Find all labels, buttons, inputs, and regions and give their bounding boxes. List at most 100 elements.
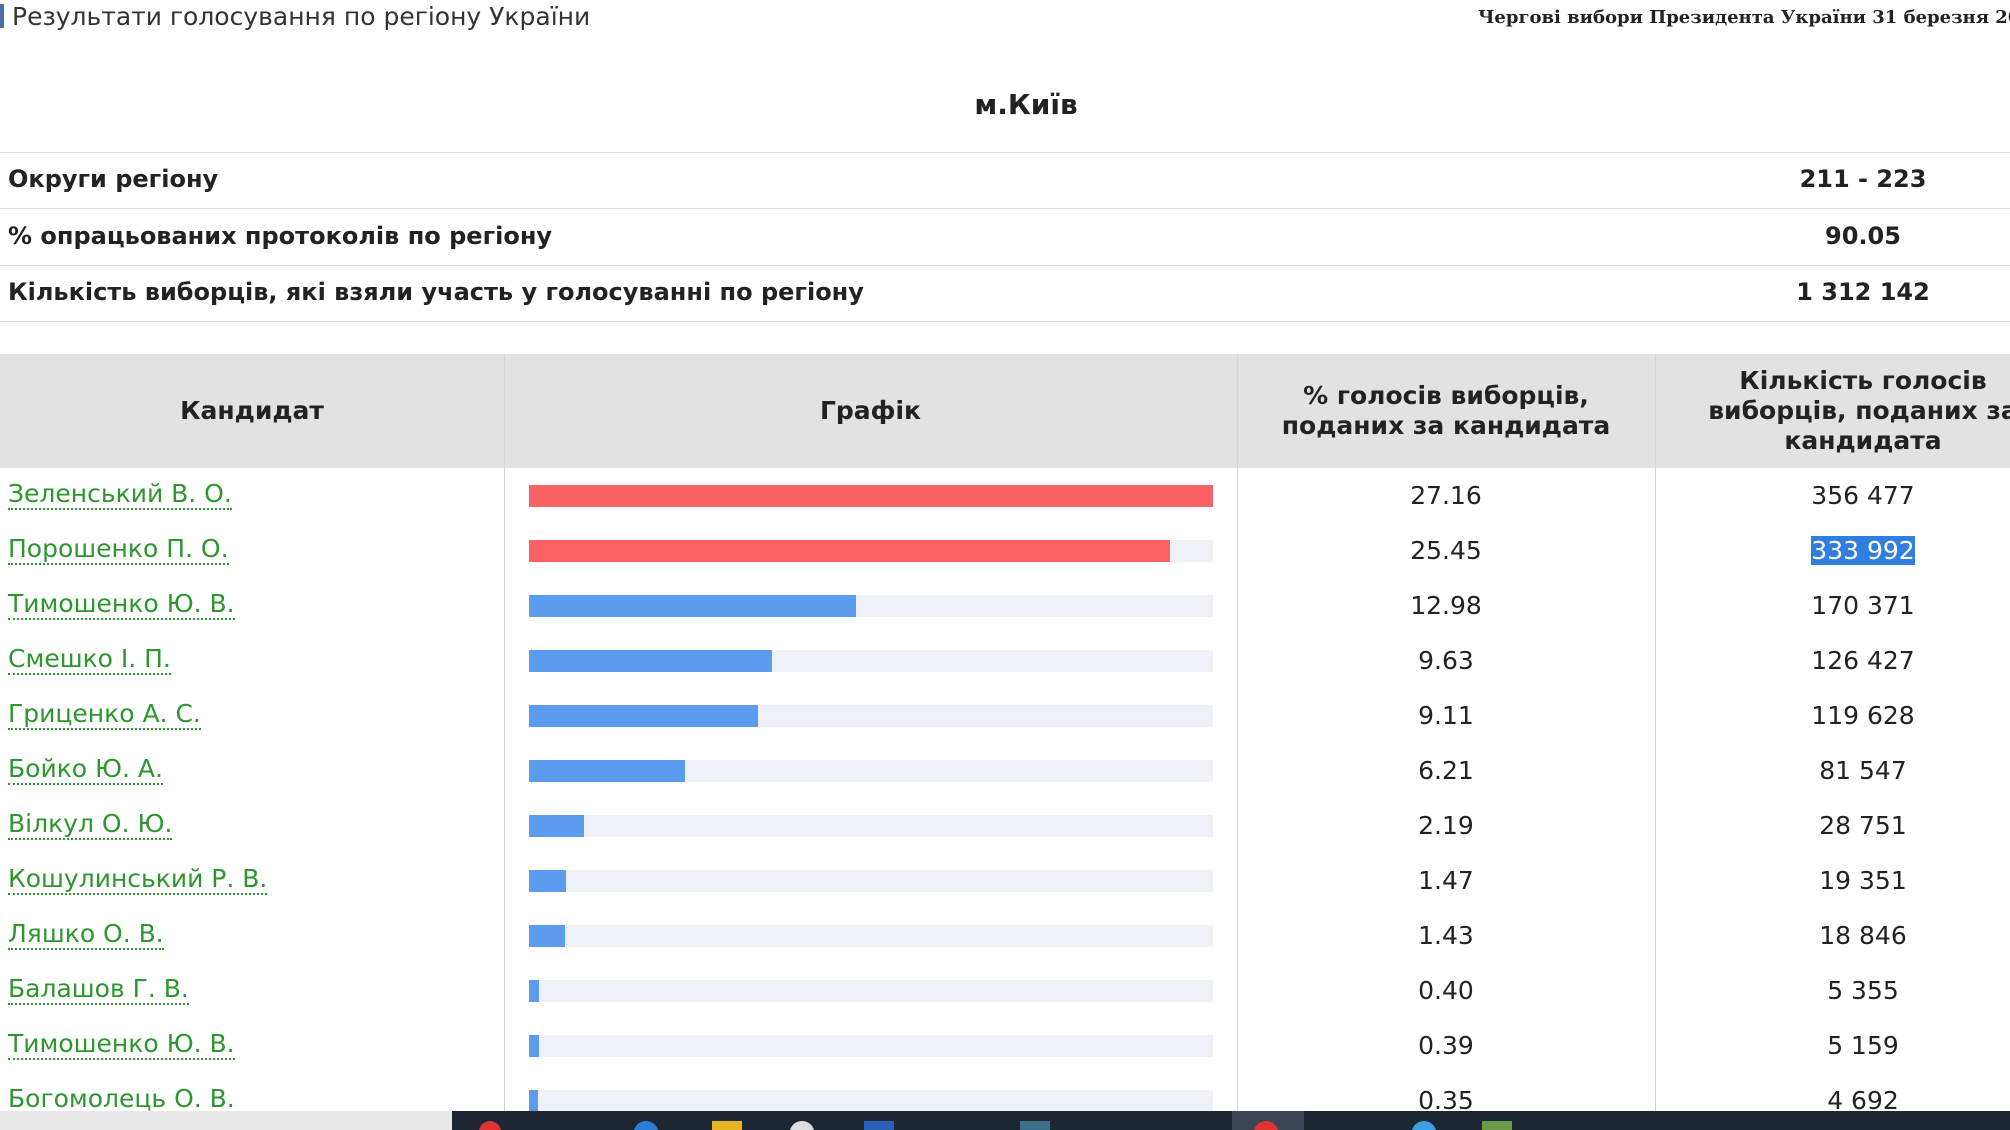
votes-text: 5 355 <box>1827 976 1899 1005</box>
page-title: Результати голосування по регіону Україн… <box>12 2 591 31</box>
percent: 12.98 <box>1410 591 1482 620</box>
bar <box>529 925 565 947</box>
votes: 4 692 <box>1713 1086 2010 1115</box>
bar <box>529 540 1170 562</box>
column-header: Графік <box>504 354 1237 468</box>
bar-track <box>529 1035 1213 1057</box>
divider <box>0 152 2010 153</box>
taskbar-icon[interactable] <box>1020 1121 1050 1130</box>
percent: 1.43 <box>1418 921 1474 950</box>
candidate-link[interactable]: Тимошенко Ю. В. <box>8 589 235 620</box>
column-divider <box>1655 354 1656 1114</box>
votes: 356 477 <box>1713 481 2010 510</box>
bar <box>529 1090 538 1112</box>
taskbar-icon[interactable] <box>790 1121 814 1130</box>
divider <box>0 208 2010 209</box>
votes: 333 992 <box>1713 536 2010 565</box>
votes: 18 846 <box>1713 921 2010 950</box>
votes: 28 751 <box>1713 811 2010 840</box>
bar <box>529 760 686 782</box>
candidate-link[interactable]: Балашов Г. В. <box>8 974 189 1005</box>
bar-track <box>529 760 1213 782</box>
bar-track <box>529 1090 1213 1112</box>
votes-text: 126 427 <box>1811 646 1915 675</box>
votes: 119 628 <box>1713 701 2010 730</box>
candidate-link[interactable]: Гриценко А. С. <box>8 699 201 730</box>
percent: 6.21 <box>1418 756 1474 785</box>
bar <box>529 705 759 727</box>
divider <box>0 321 2010 322</box>
bar <box>529 1035 539 1057</box>
bar-track <box>529 980 1213 1002</box>
column-header: Кількість голосів виборців, поданих за к… <box>1655 354 2010 468</box>
taskbar-active[interactable] <box>1232 1111 1304 1130</box>
column-header-text: Кандидат <box>180 396 324 425</box>
candidate-link[interactable]: Ляшко О. В. <box>8 919 164 950</box>
taskbar <box>452 1111 2010 1130</box>
votes: 5 355 <box>1713 976 2010 1005</box>
taskbar-icon[interactable] <box>712 1121 742 1130</box>
votes: 5 159 <box>1713 1031 2010 1060</box>
summary-value: 1 312 142 <box>1796 278 1930 306</box>
election-name: Чергові вибори Президента України 31 бер… <box>1478 7 2010 28</box>
percent: 2.19 <box>1418 811 1474 840</box>
taskbar-icon[interactable] <box>1254 1121 1278 1130</box>
candidate-link[interactable]: Кошулинський Р. В. <box>8 864 268 895</box>
title-marker <box>0 4 4 28</box>
bar-track <box>529 925 1213 947</box>
percent: 9.11 <box>1418 701 1474 730</box>
votes: 19 351 <box>1713 866 2010 895</box>
votes-text: 119 628 <box>1811 701 1915 730</box>
bar-track <box>529 870 1213 892</box>
taskbar-icon[interactable] <box>479 1121 501 1130</box>
taskbar-left <box>0 1111 452 1130</box>
column-header-text: % голосів виборців, поданих за кандидата <box>1281 381 1611 440</box>
candidate-link[interactable]: Тимошенко Ю. В. <box>8 1029 235 1060</box>
bar <box>529 485 1213 507</box>
summary-label: % опрацьованих протоколів по регіону <box>8 221 553 250</box>
votes-text: 28 751 <box>1819 811 1907 840</box>
column-divider <box>504 354 505 1114</box>
column-header-text: Кількість голосів виборців, поданих за к… <box>1708 366 2010 455</box>
summary-value: 211 - 223 <box>1799 165 1927 193</box>
bar <box>529 650 772 672</box>
bar-track <box>529 815 1213 837</box>
votes-text: 4 692 <box>1827 1086 1899 1115</box>
bar <box>529 815 585 837</box>
taskbar-icon[interactable] <box>1412 1121 1436 1130</box>
summary-label: Округи регіону <box>8 165 219 193</box>
votes-text: 18 846 <box>1819 921 1907 950</box>
percent: 1.47 <box>1418 866 1474 895</box>
percent: 0.40 <box>1418 976 1474 1005</box>
votes-text: 81 547 <box>1819 756 1907 785</box>
candidate-link[interactable]: Бойко Ю. А. <box>8 754 163 785</box>
summary-value: 90.05 <box>1825 221 1901 250</box>
divider <box>0 264 2010 266</box>
bar <box>529 980 540 1002</box>
percent: 0.39 <box>1418 1031 1474 1060</box>
votes: 126 427 <box>1713 646 2010 675</box>
percent: 27.16 <box>1410 481 1482 510</box>
percent: 9.63 <box>1418 646 1474 675</box>
taskbar-icon[interactable] <box>864 1121 894 1130</box>
percent: 25.45 <box>1410 536 1482 565</box>
candidate-link[interactable]: Зеленський В. О. <box>8 479 232 510</box>
selected-text: 333 992 <box>1811 536 1915 565</box>
taskbar-icon[interactable] <box>1482 1121 1512 1130</box>
votes: 81 547 <box>1713 756 2010 785</box>
column-divider <box>1237 354 1238 1114</box>
percent: 0.35 <box>1418 1086 1474 1115</box>
votes-text: 170 371 <box>1811 591 1915 620</box>
table-header-bg <box>0 354 2010 468</box>
taskbar-icon[interactable] <box>634 1121 658 1130</box>
bar <box>529 870 567 892</box>
votes-text: 19 351 <box>1819 866 1907 895</box>
region-name: м.Київ <box>974 88 1078 121</box>
candidate-link[interactable]: Порошенко П. О. <box>8 534 229 565</box>
votes-text: 356 477 <box>1811 481 1915 510</box>
candidate-link[interactable]: Вілкул О. Ю. <box>8 809 173 840</box>
candidate-link[interactable]: Смешко І. П. <box>8 644 171 675</box>
votes: 170 371 <box>1713 591 2010 620</box>
column-header-text: Графік <box>819 396 922 425</box>
